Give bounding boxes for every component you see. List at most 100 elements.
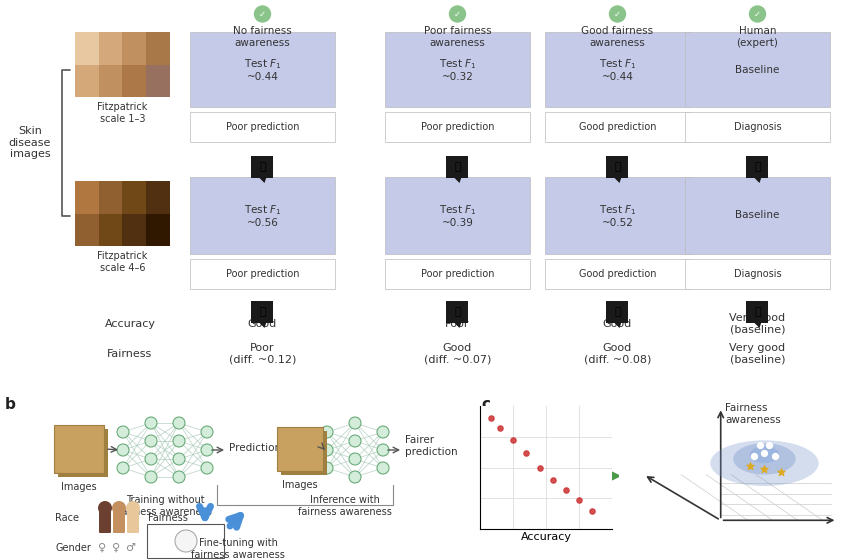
FancyBboxPatch shape	[385, 32, 530, 107]
FancyBboxPatch shape	[252, 156, 274, 178]
Polygon shape	[614, 177, 621, 183]
Text: 👎: 👎	[259, 307, 266, 317]
Text: Training without
fairness awareness: Training without fairness awareness	[118, 495, 212, 516]
FancyBboxPatch shape	[685, 32, 830, 107]
Circle shape	[377, 462, 389, 474]
FancyBboxPatch shape	[99, 213, 122, 246]
FancyBboxPatch shape	[277, 427, 323, 471]
Point	[757, 464, 771, 473]
Text: Images: Images	[282, 480, 318, 490]
Point	[747, 451, 761, 460]
Text: Test $F_1$
~0.32: Test $F_1$ ~0.32	[439, 57, 476, 82]
FancyBboxPatch shape	[685, 112, 830, 142]
Text: ♀: ♀	[98, 543, 106, 553]
Circle shape	[349, 471, 361, 483]
FancyBboxPatch shape	[607, 156, 628, 178]
Point	[774, 467, 788, 476]
Ellipse shape	[711, 440, 819, 486]
FancyBboxPatch shape	[252, 301, 274, 323]
Text: Poor prediction: Poor prediction	[421, 269, 494, 279]
Text: Good prediction: Good prediction	[579, 122, 656, 132]
FancyBboxPatch shape	[147, 524, 224, 558]
Polygon shape	[753, 177, 762, 183]
FancyBboxPatch shape	[146, 64, 170, 97]
Circle shape	[750, 6, 766, 22]
FancyBboxPatch shape	[122, 213, 146, 246]
Text: Good fairness
awareness: Good fairness awareness	[581, 26, 654, 48]
Circle shape	[349, 417, 361, 429]
FancyBboxPatch shape	[545, 32, 690, 107]
FancyBboxPatch shape	[446, 301, 468, 323]
FancyBboxPatch shape	[446, 156, 468, 178]
Circle shape	[349, 435, 361, 447]
Circle shape	[201, 426, 213, 438]
Text: Diagnosis: Diagnosis	[734, 122, 781, 132]
FancyBboxPatch shape	[99, 181, 122, 213]
FancyBboxPatch shape	[99, 32, 122, 64]
Circle shape	[175, 530, 197, 552]
Point	[757, 449, 771, 458]
Text: 👎: 👎	[454, 307, 461, 317]
Text: Skin
disease
images: Skin disease images	[8, 126, 51, 159]
Point	[586, 506, 599, 515]
Circle shape	[377, 426, 389, 438]
FancyBboxPatch shape	[281, 431, 327, 475]
FancyBboxPatch shape	[545, 177, 690, 254]
Point	[507, 436, 520, 445]
Text: Gender: Gender	[55, 543, 91, 553]
Text: Very good
(baseline): Very good (baseline)	[729, 313, 785, 335]
Text: ♂: ♂	[125, 543, 135, 553]
Text: ✓: ✓	[454, 10, 461, 18]
Text: Good: Good	[603, 319, 632, 329]
Polygon shape	[258, 177, 267, 183]
Circle shape	[117, 426, 129, 438]
Polygon shape	[454, 177, 462, 183]
Text: b: b	[5, 397, 16, 412]
FancyBboxPatch shape	[146, 213, 170, 246]
Text: Prediction: Prediction	[229, 443, 281, 453]
Text: Diagnosis: Diagnosis	[734, 269, 781, 279]
Text: Fine-tuning with
fairness awareness: Fine-tuning with fairness awareness	[191, 538, 285, 559]
Circle shape	[145, 435, 157, 447]
Point	[743, 461, 756, 470]
Ellipse shape	[734, 443, 796, 475]
Ellipse shape	[750, 446, 779, 463]
FancyBboxPatch shape	[99, 511, 111, 533]
Text: 👍: 👍	[615, 162, 620, 172]
FancyBboxPatch shape	[58, 429, 108, 477]
Text: Fairer
prediction: Fairer prediction	[405, 435, 457, 457]
Circle shape	[117, 462, 129, 474]
FancyBboxPatch shape	[54, 425, 104, 473]
Text: Poor fairness
awareness: Poor fairness awareness	[423, 26, 491, 48]
Polygon shape	[614, 322, 621, 328]
Text: Baseline: Baseline	[735, 211, 779, 221]
Text: Accuracy: Accuracy	[105, 319, 156, 329]
Point	[484, 414, 497, 423]
Circle shape	[145, 453, 157, 465]
Point	[762, 440, 775, 449]
Circle shape	[254, 6, 270, 22]
Text: Fitzpatrick
scale 4–6: Fitzpatrick scale 4–6	[97, 251, 148, 273]
Circle shape	[321, 426, 333, 438]
Point	[768, 451, 782, 460]
Circle shape	[201, 462, 213, 474]
Text: Fitzpatrick
scale 1–3: Fitzpatrick scale 1–3	[97, 102, 148, 124]
FancyBboxPatch shape	[190, 177, 335, 254]
Text: Fairness
awareness: Fairness awareness	[725, 403, 780, 425]
Circle shape	[173, 417, 185, 429]
FancyBboxPatch shape	[146, 32, 170, 64]
FancyBboxPatch shape	[746, 301, 768, 323]
Text: 👎: 👎	[454, 162, 461, 172]
FancyBboxPatch shape	[127, 511, 139, 533]
Point	[493, 424, 507, 433]
Circle shape	[377, 444, 389, 456]
Circle shape	[321, 444, 333, 456]
Text: No fairness
awareness: No fairness awareness	[233, 26, 292, 48]
Text: Fairness: Fairness	[148, 513, 188, 523]
Circle shape	[145, 471, 157, 483]
Circle shape	[98, 501, 112, 515]
Text: 👍: 👍	[615, 307, 620, 317]
FancyBboxPatch shape	[190, 259, 335, 289]
Text: Good
(diff. ~0.07): Good (diff. ~0.07)	[424, 343, 491, 365]
Point	[546, 475, 559, 484]
